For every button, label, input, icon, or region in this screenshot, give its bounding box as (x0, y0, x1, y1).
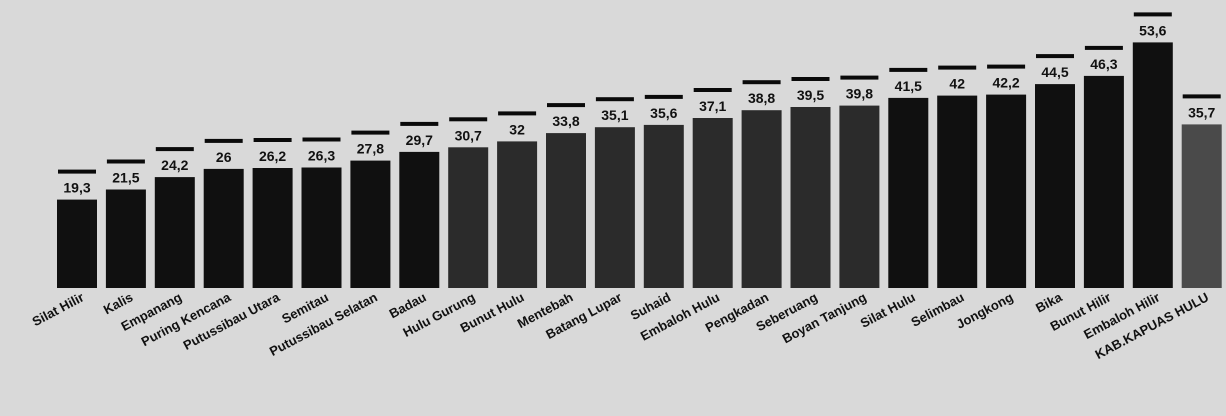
value-label-mentebah: 33,8 (552, 113, 579, 129)
bar-cap-mentebah (547, 103, 585, 108)
value-label-batang-lupar: 35,1 (601, 107, 628, 123)
bar-embaloh-hilir (1132, 42, 1173, 289)
bar-bunut-hulu (497, 141, 538, 288)
bar-pengkadan (741, 110, 782, 288)
bar-silat-hilir (57, 199, 97, 288)
bar-hulu-gurung (448, 147, 489, 288)
x-tick-label-silat-hilir: Silat Hilir (30, 289, 87, 329)
bar-badau (399, 151, 440, 288)
value-label-pengkadan: 38,8 (748, 90, 775, 106)
value-label-seberuang: 39,5 (797, 87, 824, 103)
bar-cap-pengkadan (742, 80, 781, 85)
bar-bunut-hilir (1083, 75, 1124, 289)
bar-putussibau-utara (252, 168, 293, 288)
bar-cap-putussibau-selatan (351, 130, 390, 135)
bar-bika (1035, 84, 1075, 288)
value-label-puring-kencana: 26 (216, 149, 232, 165)
value-label-kab-kapuas-hulu: 35,7 (1188, 104, 1215, 120)
bar-cap-silat-hulu (889, 67, 928, 72)
value-label-putussibau-selatan: 27,8 (357, 141, 384, 157)
value-label-silat-hilir: 19,3 (63, 180, 90, 196)
x-tick-label-boyan-tanjung: Boyan Tanjung (780, 289, 869, 346)
bar-cap-jongkong (987, 64, 1026, 69)
value-label-empanang: 24,2 (161, 157, 188, 173)
bar-cap-puring-kencana (204, 138, 243, 143)
bar-cap-kab-kapuas-hulu (1182, 94, 1221, 99)
bar-suhaid (643, 124, 684, 289)
value-label-suhaid: 35,6 (650, 105, 677, 121)
bar-selimbau (937, 95, 978, 288)
bar-jongkong (986, 94, 1027, 288)
bars-group (57, 42, 1222, 289)
bar-cap-putussibau-utara (253, 138, 292, 142)
value-label-putussibau-utara: 26,2 (259, 148, 286, 164)
x-tick-label-silat-hulu: Silat Hulu (858, 289, 918, 330)
bar-cap-bika (1036, 54, 1074, 59)
bar-empanang (154, 177, 195, 288)
bar-cap-kalis (106, 159, 145, 164)
bar-cap-selimbau (938, 65, 977, 70)
bar-cap-semitau (302, 137, 341, 142)
value-label-bunut-hulu: 32 (509, 121, 525, 137)
bar-cap-empanang (155, 147, 194, 152)
bar-silat-hulu (888, 97, 929, 289)
value-label-kalis: 21,5 (112, 170, 139, 186)
value-label-boyan-tanjung: 39,8 (846, 86, 873, 102)
caps-group (58, 12, 1221, 174)
value-labels-group: 19,3 21,5 24,2 26 26,2 26,3 27,8 29,7 30,7 32 33,8… (63, 22, 1215, 195)
bar-cap-bunut-hilir (1084, 45, 1123, 50)
value-label-hulu-gurung: 30,7 (455, 127, 482, 143)
value-label-selimbau: 42 (949, 76, 965, 92)
bar-putussibau-selatan (350, 160, 391, 288)
bar-cap-silat-hilir (58, 169, 96, 174)
bar-boyan-tanjung (839, 105, 880, 288)
bar-cap-hulu-gurung (449, 117, 488, 122)
bar-cap-boyan-tanjung (840, 75, 879, 80)
value-label-silat-hulu: 41,5 (895, 78, 922, 94)
bar-puring-kencana (203, 168, 244, 288)
value-label-jongkong: 42,2 (992, 75, 1019, 91)
bar-cap-batang-lupar (595, 97, 634, 102)
x-tick-label-bika: Bika (1033, 289, 1065, 315)
bar-cap-suhaid (644, 94, 683, 99)
bar-cap-seberuang (791, 77, 830, 81)
bar-cap-badau (400, 121, 439, 126)
value-label-bika: 44,5 (1041, 64, 1068, 80)
value-label-embaloh-hulu: 37,1 (699, 98, 726, 114)
bar-cap-embaloh-hulu (693, 88, 732, 92)
bar-cap-bunut-hulu (498, 111, 537, 116)
bar-embaloh-hulu (692, 118, 733, 288)
value-label-semitau: 26,3 (308, 148, 335, 164)
bar-mentebah (546, 133, 586, 288)
bar-cap-embaloh-hilir (1133, 12, 1172, 17)
bar-kalis (105, 189, 146, 288)
bar-semitau (301, 167, 342, 288)
value-label-embaloh-hilir: 53,6 (1139, 22, 1166, 38)
x-tick-label-kalis: Kalis (101, 289, 135, 317)
bar-kab-kapuas-hulu (1181, 124, 1222, 289)
bar-seberuang (790, 107, 831, 288)
value-label-badau: 29,7 (406, 132, 433, 148)
bar-batang-lupar (594, 127, 635, 288)
value-label-bunut-hilir: 46,3 (1090, 56, 1117, 72)
